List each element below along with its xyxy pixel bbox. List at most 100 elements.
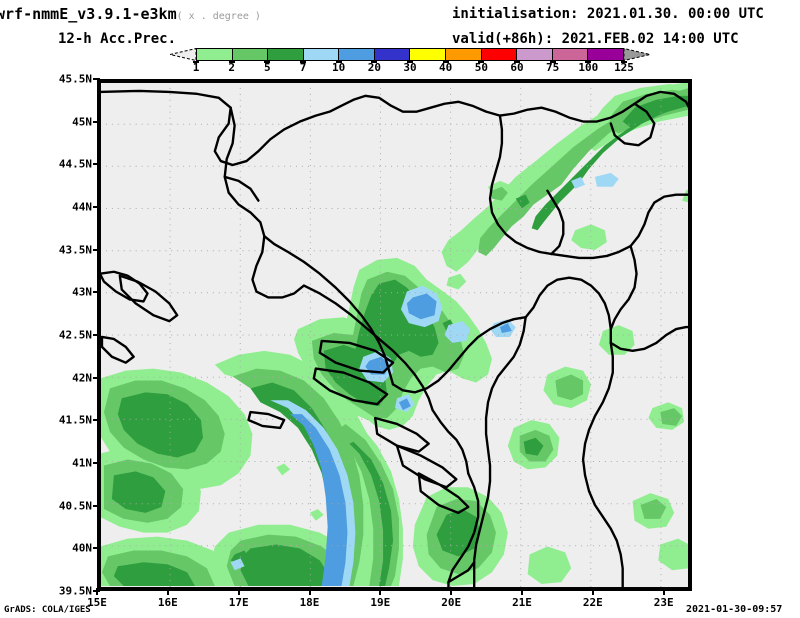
colorbar-label: 125 bbox=[614, 61, 634, 74]
colorbar-swatch bbox=[197, 49, 233, 60]
map-plot-area[interactable] bbox=[97, 79, 692, 591]
latitude-tick bbox=[93, 462, 100, 464]
plot-inner-border bbox=[100, 82, 689, 588]
colorbar-swatch bbox=[339, 49, 375, 60]
colorbar-swatch bbox=[268, 49, 304, 60]
colorbar-swatch bbox=[410, 49, 447, 60]
colorbar-swatch bbox=[446, 49, 482, 60]
longitude-tick bbox=[308, 588, 311, 595]
model-units: ( x . degree ) bbox=[176, 11, 261, 22]
colorbar-label: 5 bbox=[264, 61, 271, 74]
render-timestamp: 2021-01-30-09:57 bbox=[686, 604, 783, 615]
colorbar-tick bbox=[193, 61, 199, 63]
latitude-tick bbox=[93, 120, 100, 123]
longitude-tick bbox=[521, 588, 523, 595]
latitude-tick bbox=[93, 163, 100, 166]
colorbar-labels: 1 2 5 7 10 20 30 40 50 60 75 100 125 bbox=[170, 61, 650, 75]
longitude-tick bbox=[591, 588, 594, 595]
latitude-label: 42N bbox=[72, 371, 92, 385]
latitude-tick bbox=[93, 419, 100, 422]
latitude-label: 39.5N bbox=[58, 584, 92, 598]
longitude-tick bbox=[166, 588, 169, 595]
latitude-label: 45N bbox=[72, 115, 92, 129]
colorbar-swatch bbox=[232, 49, 269, 60]
latitude-label: 40.5N bbox=[58, 499, 92, 513]
latitude-tick bbox=[93, 334, 100, 336]
map-gridlines bbox=[100, 82, 689, 588]
colorbar-swatch bbox=[374, 49, 411, 60]
longitude-label: 22E bbox=[582, 596, 603, 609]
colorbar-tick bbox=[407, 61, 413, 63]
longitude-tick bbox=[662, 588, 665, 595]
colorbar-label: 1 bbox=[192, 61, 200, 74]
latitude-tick bbox=[93, 547, 100, 550]
longitude-tick bbox=[237, 588, 240, 595]
colorbar-label: 50 bbox=[474, 61, 488, 74]
colorbar-swatch bbox=[481, 49, 518, 60]
colorbar-label: 20 bbox=[367, 61, 381, 74]
colorbar-label: 10 bbox=[332, 61, 346, 74]
colorbar-label: 2 bbox=[228, 61, 235, 74]
longitude-tick bbox=[379, 588, 382, 595]
latitude-tick bbox=[93, 291, 100, 294]
latitude-label: 44.5N bbox=[58, 157, 92, 171]
latitude-tick bbox=[93, 504, 100, 507]
colorbar-swatch bbox=[552, 49, 589, 60]
latitude-tick bbox=[93, 78, 100, 80]
latitude-label: 41.5N bbox=[58, 413, 92, 427]
longitude-label: 23E bbox=[653, 596, 674, 609]
initialisation-time: initialisation: 2021.01.30. 00:00 UTC bbox=[452, 6, 764, 22]
colorbar-swatch bbox=[588, 49, 623, 60]
latitude-label: 42.5N bbox=[58, 328, 92, 342]
latitude-tick bbox=[93, 376, 100, 379]
precip-level-5-medium-blue bbox=[290, 293, 512, 587]
latitude-label: 45.5N bbox=[58, 72, 92, 86]
colorbar-swatch bbox=[303, 49, 340, 60]
colorbar-tick bbox=[264, 61, 271, 63]
colorbar-ticks bbox=[170, 61, 650, 64]
map-canvas bbox=[100, 82, 689, 588]
colorbar-label: 30 bbox=[403, 61, 417, 74]
colorbar-tick bbox=[549, 61, 556, 63]
colorbar-tick bbox=[371, 61, 378, 63]
longitude-label: 16E bbox=[157, 596, 178, 609]
colorbar-swatches bbox=[196, 48, 624, 61]
valid-time: valid(+86h): 2021.FEB.02 14:00 UTC bbox=[452, 31, 739, 47]
colorbar-label: 40 bbox=[439, 61, 453, 74]
longitude-tick bbox=[450, 588, 453, 595]
model-title: wrf-nmmE_v3.9.1-e3km( x . degree ) bbox=[0, 5, 261, 23]
latitude-label: 44N bbox=[72, 200, 92, 214]
colorbar-tick bbox=[300, 61, 306, 63]
longitude-tick bbox=[96, 588, 98, 595]
colorbar-swatch bbox=[517, 49, 553, 60]
grads-credit: GrADS: COLA/IGES bbox=[4, 605, 91, 615]
longitude-label: 21E bbox=[512, 596, 532, 609]
colorbar bbox=[170, 48, 650, 61]
latitude-label: 43.5N bbox=[58, 243, 92, 257]
colorbar-label: 75 bbox=[546, 61, 560, 74]
longitude-label: 18E bbox=[299, 596, 320, 609]
longitude-label: 20E bbox=[441, 596, 462, 609]
colorbar-label: 60 bbox=[510, 61, 524, 74]
latitude-label: 43N bbox=[72, 285, 92, 299]
colorbar-tick bbox=[478, 61, 485, 63]
latitude-label: 41N bbox=[72, 456, 92, 470]
colorbar-underflow-arrow-icon bbox=[170, 48, 196, 61]
longitude-label: 15E bbox=[87, 596, 107, 609]
longitude-label: 19E bbox=[370, 596, 391, 609]
colorbar-tick bbox=[585, 61, 592, 63]
latitude-label: 40N bbox=[72, 541, 92, 555]
colorbar-label: 100 bbox=[578, 61, 599, 74]
longitude-label: 17E bbox=[228, 596, 249, 609]
map-coastlines bbox=[100, 89, 689, 588]
colorbar-tick bbox=[442, 61, 449, 63]
latitude-tick bbox=[93, 206, 100, 208]
colorbar-tick bbox=[621, 61, 627, 63]
latitude-tick bbox=[93, 248, 100, 251]
colorbar-tick bbox=[514, 61, 520, 63]
model-name: wrf-nmmE_v3.9.1-e3km bbox=[0, 5, 177, 23]
colorbar-overflow-arrow-icon bbox=[624, 48, 650, 61]
colorbar-tick bbox=[228, 61, 235, 63]
field-title: 12-h Acc.Prec. bbox=[58, 31, 177, 47]
colorbar-label: 7 bbox=[299, 61, 307, 74]
